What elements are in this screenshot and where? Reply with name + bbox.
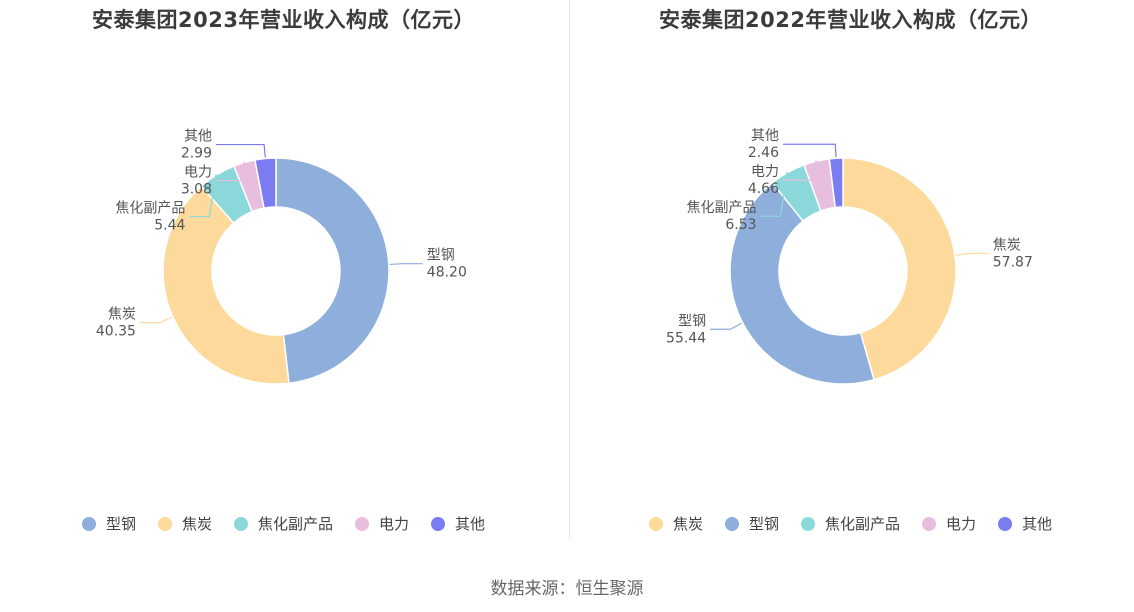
label-leader-line <box>216 143 266 158</box>
slice-category-label: 电力 <box>751 164 779 180</box>
legend-label: 型钢 <box>105 515 136 533</box>
label-leader-line <box>216 161 245 182</box>
legend-label: 焦炭 <box>672 515 703 533</box>
legend-dot-icon <box>724 516 739 531</box>
label-leader-line <box>189 173 217 218</box>
slice-category-label: 型钢 <box>427 248 455 264</box>
legend-dot-icon <box>431 516 446 531</box>
legend-label: 其他 <box>455 515 486 533</box>
legend-dot-icon <box>81 516 96 531</box>
pie-slice-0-4[interactable] <box>254 157 277 210</box>
slice-category-label: 焦炭 <box>108 307 136 323</box>
slice-value-label: 55.44 <box>666 330 706 346</box>
legend-item[interactable]: 焦炭 <box>648 513 703 534</box>
chart-legend: 焦炭 型钢 焦化副产品 电力 其他 <box>567 513 1134 534</box>
legend-item[interactable]: 电力 <box>355 513 409 534</box>
legend-item[interactable]: 焦化副产品 <box>233 513 333 534</box>
slice-category-label: 其他 <box>751 128 779 144</box>
legend-label: 电力 <box>946 515 977 533</box>
slice-value-label: 5.44 <box>154 218 185 234</box>
legend-item[interactable]: 焦化副产品 <box>800 513 900 534</box>
chart-legend: 型钢 焦炭 焦化副产品 电力 其他 <box>0 513 567 534</box>
slice-value-label: 2.99 <box>181 146 212 162</box>
legend-dot-icon <box>355 516 369 531</box>
pie-slice-0-0[interactable] <box>275 157 390 385</box>
legend-item[interactable]: 电力 <box>922 513 976 534</box>
label-leader-line <box>760 171 788 217</box>
legend-dot-icon <box>233 516 248 531</box>
slice-category-label: 其他 <box>184 129 212 145</box>
label-leader-line <box>389 263 423 266</box>
label-leader-line <box>139 316 173 324</box>
slice-category-label: 焦化副产品 <box>687 200 757 216</box>
chart-title: 安泰集团2023年营业收入构成（亿元） <box>92 8 475 32</box>
legend-item[interactable]: 型钢 <box>724 513 779 534</box>
slice-value-label: 57.87 <box>993 254 1033 270</box>
slice-category-label: 型钢 <box>678 313 706 329</box>
slice-category-label: 电力 <box>184 165 212 181</box>
legend-label: 型钢 <box>748 515 779 533</box>
panel-divider <box>569 0 570 540</box>
slice-value-label: 48.20 <box>427 265 467 281</box>
legend-label: 其他 <box>1022 515 1053 533</box>
label-leader-line <box>955 252 989 256</box>
label-leader-line <box>783 160 817 181</box>
data-source: 数据来源：恒生聚源 <box>490 579 644 599</box>
legend-label: 焦化副产品 <box>257 515 333 533</box>
chart-panel-2022: 安泰集团2022年营业收入构成（亿元） 焦炭 57.87 型钢 55.44 焦化副产品 6… <box>567 0 1134 560</box>
legend-item[interactable]: 焦炭 <box>157 513 212 534</box>
slice-value-label: 2.46 <box>748 145 779 161</box>
label-leader-line <box>710 322 742 330</box>
slice-value-label: 3.08 <box>181 182 212 198</box>
pie-slice-1-0[interactable] <box>842 157 957 381</box>
chart-panel-2023: 安泰集团2023年营业收入构成（亿元） 型钢 48.20 焦炭 40.35 焦化副产品 5… <box>0 0 567 560</box>
legend-dot-icon <box>648 516 663 531</box>
legend-label: 电力 <box>379 515 410 533</box>
label-leader-line <box>783 143 837 158</box>
legend-dot-icon <box>157 516 172 531</box>
chart-title: 安泰集团2022年营业收入构成（亿元） <box>659 8 1042 32</box>
slice-value-label: 40.35 <box>96 324 136 340</box>
legend-item[interactable]: 型钢 <box>81 513 136 534</box>
legend-item[interactable]: 其他 <box>998 513 1052 534</box>
legend-dot-icon <box>998 516 1013 531</box>
pie-slice-0-1[interactable] <box>162 185 290 385</box>
pie-slice-1-4[interactable] <box>828 157 844 209</box>
legend-label: 焦化副产品 <box>824 515 900 533</box>
slice-category-label: 焦化副产品 <box>115 201 185 217</box>
legend-label: 焦炭 <box>181 515 212 533</box>
pie-slice-1-1[interactable] <box>729 181 875 385</box>
slice-value-label: 4.66 <box>748 181 779 197</box>
legend-dot-icon <box>922 516 936 531</box>
slice-category-label: 焦炭 <box>993 237 1021 253</box>
legend-dot-icon <box>800 516 815 531</box>
legend-item[interactable]: 其他 <box>431 513 485 534</box>
slice-value-label: 6.53 <box>725 217 756 233</box>
